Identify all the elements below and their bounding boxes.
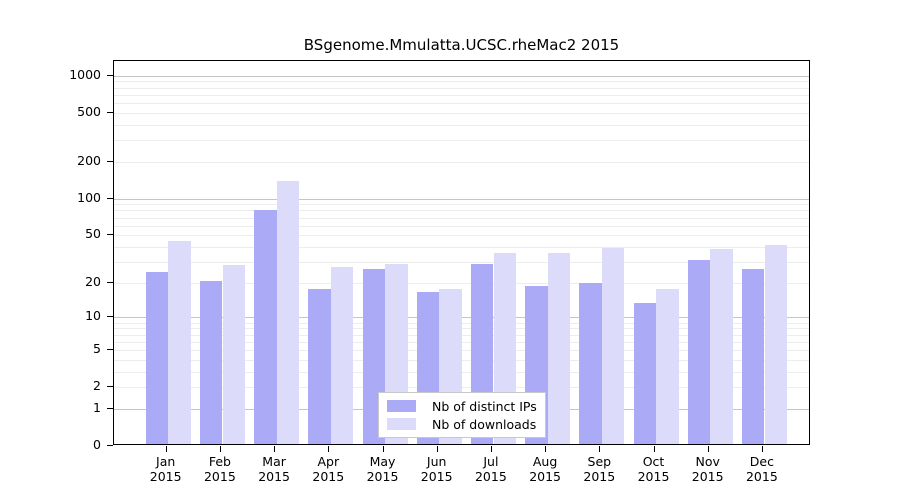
bar-downloads-oct [656, 289, 679, 444]
x-tick [274, 446, 276, 452]
legend-swatch-downloads [387, 418, 416, 430]
x-tick [599, 446, 601, 452]
gridline-minor [114, 210, 809, 212]
x-tick-label: Jul 2015 [474, 454, 507, 484]
bar-downloads-apr [330, 267, 354, 444]
y-tick [107, 281, 113, 283]
bar-distinct-ips-feb [199, 280, 223, 444]
y-tick [107, 445, 113, 446]
gridline-minor [114, 235, 809, 237]
bar-downloads-aug [547, 253, 571, 444]
gridline-minor [114, 246, 809, 248]
x-tick [165, 446, 167, 452]
bar-downloads-feb [222, 265, 246, 444]
y-tick [107, 111, 113, 113]
gridline-major [114, 198, 809, 200]
gridline-minor [114, 217, 809, 219]
gridline-minor [114, 261, 809, 263]
y-tick-label: 50 [85, 226, 101, 242]
x-tick-label: Oct 2015 [637, 454, 670, 484]
gridline-minor [114, 81, 809, 83]
x-tick-label: Dec 2015 [745, 454, 778, 484]
gridline-minor [114, 112, 809, 114]
x-tick-label: Aug 2015 [529, 454, 561, 484]
legend-label-distinct-ips: Nb of distinct IPs [432, 398, 537, 414]
gridline-minor [114, 161, 809, 163]
plot-area [113, 60, 810, 445]
bar-downloads-mar [276, 181, 300, 444]
x-tick [328, 446, 330, 452]
y-tick-label: 200 [77, 152, 101, 168]
x-tick-label: Mar 2015 [258, 454, 290, 484]
y-tick [107, 316, 113, 318]
x-tick [436, 446, 438, 452]
y-tick-label: 1 [93, 399, 101, 415]
bar-distinct-ips-apr [308, 289, 331, 444]
y-tick-label: 0 [93, 437, 101, 452]
x-tick [707, 446, 709, 452]
gridline-minor [114, 282, 809, 284]
y-tick [107, 234, 113, 236]
y-tick-label: 100 [77, 189, 101, 205]
gridline-major [114, 75, 809, 77]
bar-distinct-ips-oct [633, 302, 657, 444]
bar-downloads-nov [710, 249, 733, 444]
x-tick-label: Feb 2015 [203, 454, 236, 484]
x-tick-label: Jun 2015 [420, 454, 453, 484]
y-tick-label: 2 [93, 378, 101, 394]
gridline-minor [114, 94, 809, 96]
x-tick [545, 446, 547, 452]
legend-item-downloads: Nb of downloads [379, 417, 545, 432]
legend-label-downloads: Nb of downloads [432, 416, 537, 432]
x-tick [219, 446, 221, 452]
y-tick [107, 348, 113, 350]
x-tick-label: Jan 2015 [149, 454, 182, 484]
y-tick-label: 5 [93, 340, 101, 356]
y-tick-label: 1000 [69, 66, 101, 82]
x-tick-label: Sep 2015 [583, 454, 616, 484]
bar-distinct-ips-dec [741, 269, 765, 444]
y-tick [107, 74, 113, 76]
bar-downloads-jan [168, 241, 191, 444]
y-tick-label: 10 [85, 308, 101, 324]
bar-distinct-ips-jan [145, 271, 169, 444]
y-tick [107, 407, 113, 409]
bar-distinct-ips-mar [254, 209, 277, 444]
y-tick-label: 500 [77, 103, 101, 119]
legend-item-distinct-ips: Nb of distinct IPs [379, 399, 545, 414]
y-tick [107, 160, 113, 162]
bar-distinct-ips-nov [687, 259, 711, 444]
x-tick [761, 446, 763, 452]
y-tick-label: 20 [85, 273, 101, 289]
bar-downloads-sep [601, 247, 625, 444]
legend-swatch-distinct-ips [387, 400, 416, 412]
bar-downloads-dec [764, 244, 788, 444]
x-tick-label: May 2015 [366, 454, 399, 484]
x-tick-label: Apr 2015 [312, 454, 345, 484]
chart-title: BSgenome.Mmulatta.UCSC.rheMac2 2015 [303, 36, 620, 54]
x-tick-label: Nov 2015 [691, 454, 724, 484]
x-tick [653, 446, 655, 452]
x-tick [382, 446, 384, 452]
gridline-minor [114, 204, 809, 206]
gridline-minor [114, 87, 809, 89]
y-tick [107, 386, 113, 388]
bar-distinct-ips-sep [579, 283, 602, 444]
gridline-minor [114, 124, 809, 126]
x-tick [490, 446, 492, 452]
gridline-minor [114, 225, 809, 227]
gridline-minor [114, 103, 809, 105]
legend: Nb of distinct IPs Nb of downloads [378, 392, 546, 438]
gridline-minor [114, 140, 809, 142]
y-tick [107, 197, 113, 199]
